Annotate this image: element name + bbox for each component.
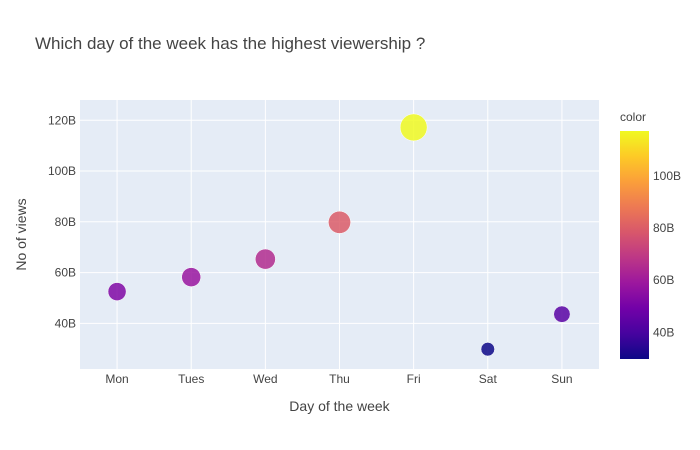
data-point-mon xyxy=(107,282,127,301)
data-point-sat xyxy=(480,342,495,357)
x-tick-label: Thu xyxy=(329,372,350,386)
colorbar-tick-label: 60B xyxy=(653,273,674,287)
colorbar-tick-label: 40B xyxy=(653,325,674,339)
y-tick-label: 100B xyxy=(48,164,76,178)
x-tick-label: Wed xyxy=(253,372,277,386)
x-tick-label: Mon xyxy=(105,372,128,386)
data-point-sun xyxy=(553,305,571,323)
data-point-fri xyxy=(399,113,428,142)
colorbar xyxy=(620,131,649,359)
x-tick-label: Sun xyxy=(551,372,572,386)
y-tick-label: 40B xyxy=(55,316,76,330)
data-point-tues xyxy=(181,267,201,287)
colorbar-tick-label: 100B xyxy=(653,169,681,183)
data-point-thu xyxy=(328,210,351,234)
chart-title: Which day of the week has the highest vi… xyxy=(35,34,426,53)
x-tick-label: Fri xyxy=(407,372,421,386)
y-axis-title: No of views xyxy=(13,198,29,270)
y-tick-label: 80B xyxy=(55,215,76,229)
y-tick-label: 60B xyxy=(55,266,76,280)
colorbar-tick-label: 80B xyxy=(653,221,674,235)
colorbar-title: color xyxy=(620,110,646,124)
y-tick-label: 120B xyxy=(48,113,76,127)
data-point-wed xyxy=(255,248,276,270)
x-axis-title: Day of the week xyxy=(289,398,390,414)
x-tick-label: Sat xyxy=(479,372,498,386)
x-tick-label: Tues xyxy=(178,372,204,386)
